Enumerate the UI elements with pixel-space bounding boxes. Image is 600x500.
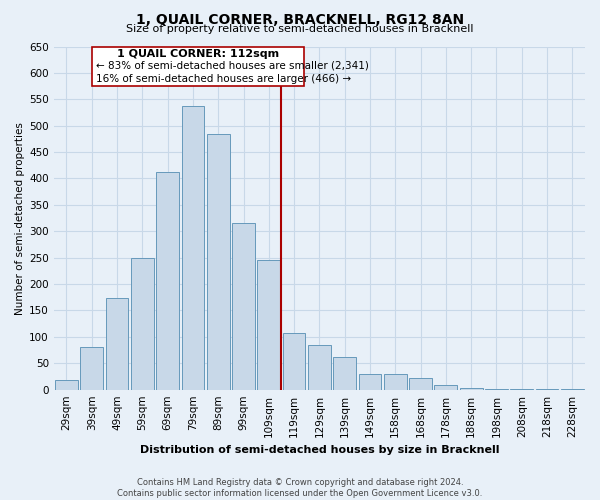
Bar <box>334 357 356 390</box>
Bar <box>409 378 432 390</box>
Bar <box>308 346 331 390</box>
X-axis label: Distribution of semi-detached houses by size in Bracknell: Distribution of semi-detached houses by … <box>140 445 499 455</box>
Bar <box>460 388 482 390</box>
Bar <box>257 260 280 390</box>
Bar <box>131 258 154 390</box>
Text: 16% of semi-detached houses are larger (466) →: 16% of semi-detached houses are larger (… <box>95 74 350 84</box>
Bar <box>434 385 457 390</box>
Text: 1, QUAIL CORNER, BRACKNELL, RG12 8AN: 1, QUAIL CORNER, BRACKNELL, RG12 8AN <box>136 12 464 26</box>
Text: Size of property relative to semi-detached houses in Bracknell: Size of property relative to semi-detach… <box>126 24 474 34</box>
Bar <box>156 172 179 390</box>
Bar <box>55 380 78 390</box>
Bar <box>106 298 128 390</box>
Bar <box>232 224 255 390</box>
Text: 1 QUAIL CORNER: 112sqm: 1 QUAIL CORNER: 112sqm <box>117 48 279 58</box>
FancyBboxPatch shape <box>92 46 304 86</box>
Bar <box>207 134 230 390</box>
Bar <box>561 389 584 390</box>
Text: ← 83% of semi-detached houses are smaller (2,341): ← 83% of semi-detached houses are smalle… <box>95 61 368 71</box>
Bar <box>283 333 305 390</box>
Bar <box>485 388 508 390</box>
Text: Contains HM Land Registry data © Crown copyright and database right 2024.
Contai: Contains HM Land Registry data © Crown c… <box>118 478 482 498</box>
Bar <box>80 348 103 390</box>
Bar <box>182 106 204 390</box>
Y-axis label: Number of semi-detached properties: Number of semi-detached properties <box>15 122 25 314</box>
Bar <box>536 389 559 390</box>
Bar <box>384 374 407 390</box>
Bar <box>511 389 533 390</box>
Bar <box>359 374 382 390</box>
